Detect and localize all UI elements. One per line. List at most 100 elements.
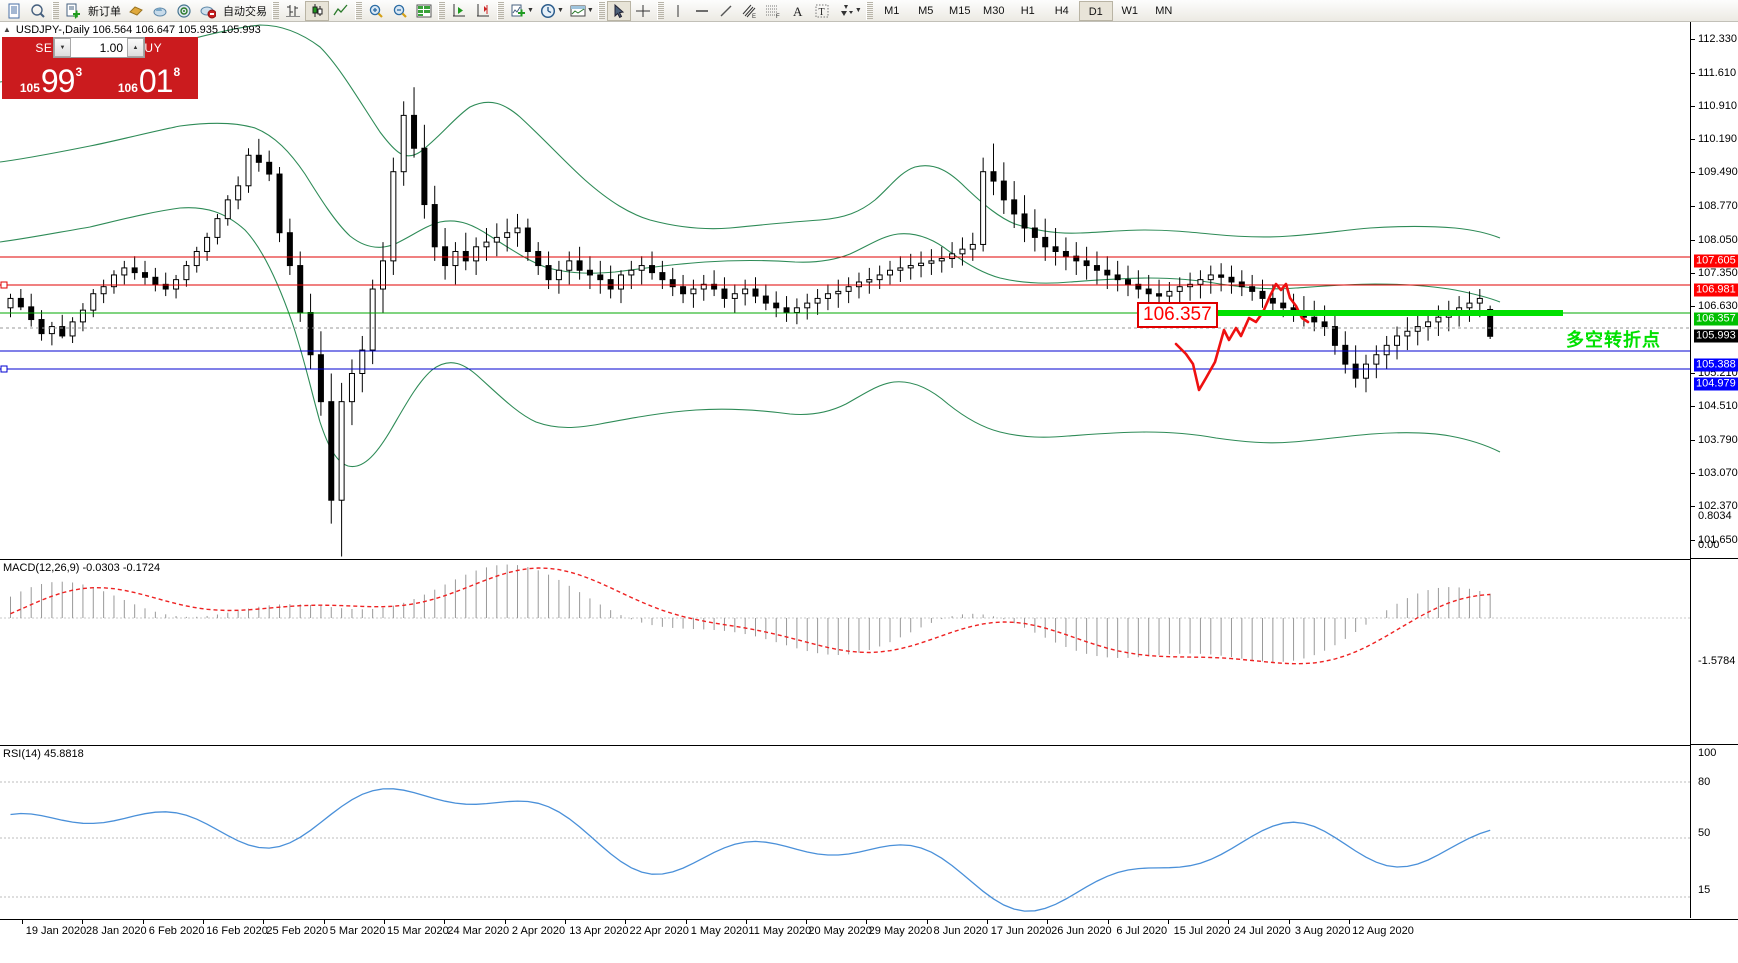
price-tick [1691, 172, 1695, 174]
text-icon[interactable]: A [786, 1, 810, 21]
candle-body [1176, 286, 1183, 292]
collapse-triangle-icon[interactable]: ▲ [3, 25, 11, 34]
time-tick [323, 920, 325, 924]
time-tick-label: 25 Feb 2020 [266, 925, 329, 937]
trendline-icon[interactable] [714, 1, 738, 21]
templates-icon[interactable] [566, 1, 590, 21]
candlestick-chart-icon[interactable] [305, 0, 329, 21]
candle-body [1031, 227, 1038, 238]
timeframe-m5[interactable]: M5 [918, 4, 934, 17]
signals-icon[interactable] [172, 1, 196, 21]
fibonacci-retracement-icon[interactable]: F [762, 1, 786, 21]
candle-body [1466, 302, 1473, 309]
candle-body [1145, 288, 1152, 295]
candle-body [617, 274, 624, 290]
price-tick [1691, 506, 1695, 508]
line-chart-icon[interactable] [329, 1, 353, 21]
period-icon[interactable] [536, 1, 560, 21]
expert-advisor-icon[interactable] [124, 1, 148, 21]
candle-body [1073, 255, 1080, 262]
timeframe-mn[interactable]: MN [1155, 4, 1173, 17]
lot-size-field[interactable]: ▼ 1.00 ▲ [53, 37, 145, 58]
data-window-icon[interactable] [412, 1, 436, 21]
price-scale[interactable]: 112.330 111.610 110.910 110.190 109.490 108.7… [1690, 22, 1738, 918]
text-label-icon[interactable]: T [810, 1, 834, 21]
vertical-line-icon[interactable] [666, 1, 690, 21]
timeframe-h4[interactable]: H4 [1054, 4, 1069, 17]
toolbar-separator-4 [438, 1, 445, 20]
candle-body [1052, 246, 1059, 252]
time-tick-label: 2 Apr 2020 [511, 925, 566, 937]
candle-body [793, 307, 800, 313]
candle-body [866, 279, 873, 283]
price-level-label-106981[interactable]: 106.981 [1694, 283, 1738, 297]
price-level-label-106357[interactable]: 106.357 [1694, 312, 1738, 326]
templates-dropdown-icon[interactable]: ▼ [586, 7, 594, 14]
equidistant-channel-icon[interactable]: E [738, 1, 762, 21]
chart-container[interactable]: MACD(12,26,9) -0.0303 -0.1724 RSI(14) 45… [0, 22, 1738, 963]
shapes-dropdown-icon[interactable]: ▼ [854, 7, 862, 14]
crosshair-icon[interactable] [631, 1, 655, 21]
candle-body [1000, 180, 1007, 201]
data-center-icon[interactable] [148, 1, 172, 21]
candle-body [680, 286, 687, 295]
time-tick-label: 8 Jun 2020 [933, 925, 988, 937]
time-scale[interactable]: 19 Jan 2020 28 Jan 2020 6 Feb 2020 16 Feb 2… [0, 919, 1738, 963]
new-order-label[interactable]: 新订单 [88, 5, 121, 18]
zoom-out-icon[interactable] [388, 1, 412, 21]
lot-increase-button[interactable]: ▲ [127, 38, 144, 57]
candle-body [235, 185, 242, 201]
macd-histogram [10, 564, 1491, 662]
candle-body [421, 147, 428, 206]
timeframe-d1[interactable]: D1 [1078, 0, 1113, 21]
timeframe-m15[interactable]: M15 [949, 4, 971, 17]
price-level-label-107605[interactable]: 107.605 [1694, 254, 1738, 268]
price-level-label-104979[interactable]: 104.979 [1694, 377, 1738, 391]
indicators-icon[interactable] [506, 1, 530, 21]
find-symbol-icon[interactable] [26, 1, 50, 21]
candle-body [566, 260, 573, 271]
bar-chart-icon[interactable] [281, 1, 305, 21]
time-tick [202, 920, 204, 924]
candle-body [1062, 250, 1069, 257]
turning-point-annotation[interactable]: 多空转折点 [1566, 330, 1661, 351]
zoom-in-icon[interactable] [364, 1, 388, 21]
horizontal-line-icon[interactable] [690, 1, 714, 21]
auto-trading-label[interactable]: 自动交易 [223, 5, 267, 18]
shapes-icon[interactable] [834, 1, 858, 21]
price-box-annotation[interactable]: 106.357 [1137, 302, 1218, 328]
price-level-label-105993[interactable]: 105.993 [1694, 329, 1738, 343]
lot-size-value[interactable]: 1.00 [99, 40, 123, 55]
auto-scroll-icon[interactable] [447, 1, 471, 21]
candle-body [876, 274, 883, 281]
candle-body [949, 253, 956, 260]
cursor-icon[interactable] [606, 0, 631, 21]
timeframe-h1[interactable]: H1 [1020, 4, 1035, 17]
timeframe-w1[interactable]: W1 [1121, 4, 1139, 17]
candle-body [524, 227, 531, 252]
lot-decrease-button[interactable]: ▼ [54, 38, 71, 57]
macd-pane[interactable]: MACD(12,26,9) -0.0303 -0.1724 [0, 559, 1690, 733]
main-toolbar[interactable]: 新订单 自动交易 ▼ ▼ ▼ [0, 0, 1738, 22]
candle-body [845, 286, 852, 292]
timeframe-m30[interactable]: M30 [983, 4, 1005, 17]
timeframe-m1[interactable]: M1 [884, 4, 900, 17]
price-level-label-105388[interactable]: 105.388 [1694, 358, 1738, 372]
candle-body [814, 297, 821, 304]
time-tick [745, 920, 747, 924]
rsi-pane[interactable]: RSI(14) 45.8818 [0, 745, 1690, 918]
macd-label: MACD(12,26,9) -0.0303 -0.1724 [3, 562, 161, 574]
new-chart-icon[interactable] [2, 1, 26, 21]
new-order-icon[interactable] [61, 1, 85, 21]
price-tick-label: 111.610 [1698, 66, 1737, 79]
price-tick [1691, 405, 1695, 407]
candle-body [1093, 265, 1100, 271]
candle-body [1207, 274, 1214, 281]
market-icon[interactable] [196, 1, 220, 21]
chart-shift-icon[interactable] [471, 1, 495, 21]
time-tick [22, 920, 23, 924]
indicators-dropdown-icon[interactable]: ▼ [527, 7, 534, 14]
macd-chart-svg [0, 564, 1690, 665]
period-dropdown-icon[interactable]: ▼ [556, 7, 564, 14]
main-price-pane[interactable] [0, 22, 1690, 557]
